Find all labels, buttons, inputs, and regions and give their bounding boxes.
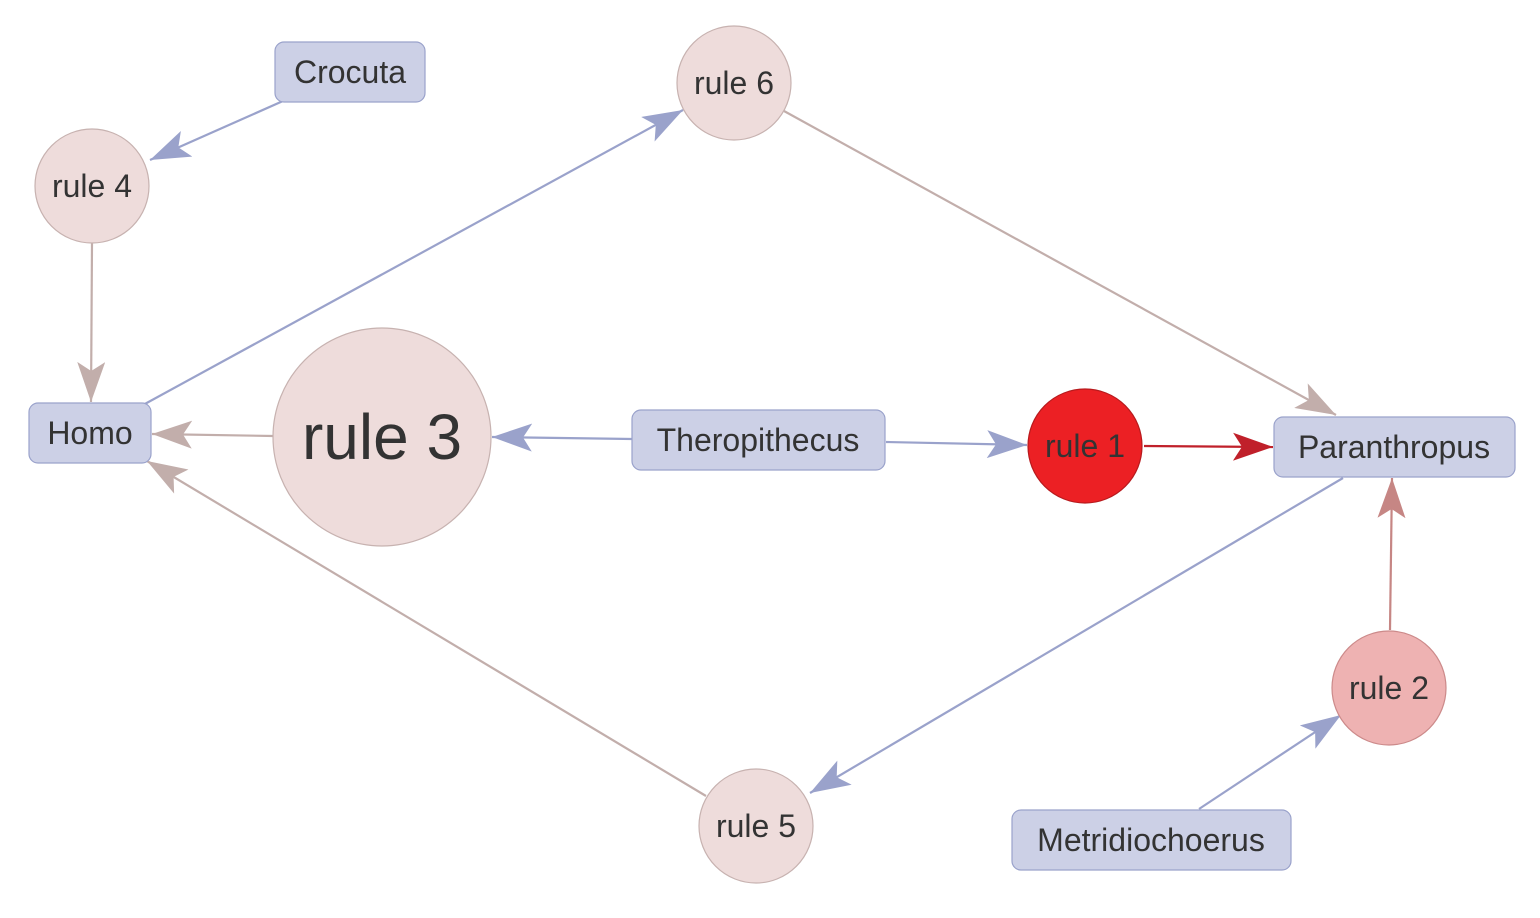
node-metridiochoerus[interactable]: Metridiochoerus <box>1011 809 1292 871</box>
taxon-nodes: Crocuta Homo Theropithecus Paranthropus … <box>28 41 1516 871</box>
node-paranthropus[interactable]: Paranthropus <box>1273 416 1516 478</box>
rule-3-label: rule 3 <box>302 401 462 473</box>
homo-label: Homo <box>47 415 132 451</box>
node-crocuta[interactable]: Crocuta <box>274 41 426 103</box>
rule-5-circle <box>698 768 814 884</box>
rule-4-label: rule 4 <box>52 168 132 204</box>
rule-3-circle <box>272 327 492 547</box>
node-homo[interactable]: Homo <box>28 402 152 464</box>
edge-rule-4-to-homo <box>77 242 106 403</box>
crocuta-label: Crocuta <box>294 54 406 90</box>
node-rule-3[interactable]: rule 3 <box>272 327 492 547</box>
homo-box <box>28 402 152 464</box>
edge-rule-2-to-paranthropus <box>1377 477 1406 631</box>
rule-nodes: rule 6 rule 4 rule 3 rule 1 rule 2 rule … <box>34 25 1447 884</box>
crocuta-box <box>274 41 426 103</box>
theropithecus-box <box>631 409 886 471</box>
edge-theropithecus-to-rule-1 <box>885 430 1028 459</box>
node-rule-6[interactable]: rule 6 <box>676 25 792 141</box>
edge-paranthropus-to-rule-5 <box>809 477 1344 794</box>
edge-rule-3-to-homo <box>151 420 274 449</box>
node-rule-4[interactable]: rule 4 <box>34 128 150 244</box>
rule-6-circle <box>676 25 792 141</box>
node-rule-5[interactable]: rule 5 <box>698 768 814 884</box>
edge-rule-5-to-homo <box>146 460 707 797</box>
metridiochoerus-box <box>1011 809 1292 871</box>
rule-2-label: rule 2 <box>1349 670 1429 706</box>
node-rule-2[interactable]: rule 2 <box>1331 630 1447 746</box>
edge-theropithecus-to-rule-3 <box>491 423 633 452</box>
paranthropus-label: Paranthropus <box>1298 429 1490 465</box>
edges <box>77 99 1406 810</box>
theropithecus-label: Theropithecus <box>657 422 860 458</box>
edge-homo-to-rule-6 <box>142 109 684 406</box>
rule-5-label: rule 5 <box>716 808 796 844</box>
rule-1-circle <box>1027 388 1143 504</box>
rule-6-label: rule 6 <box>694 65 774 101</box>
edge-crocuta-to-rule-4 <box>149 99 284 162</box>
edge-rule-1-to-paranthropus <box>1143 432 1274 461</box>
edge-rule-6-to-paranthropus <box>783 110 1337 416</box>
rule-4-circle <box>34 128 150 244</box>
rule-2-circle <box>1331 630 1447 746</box>
paranthropus-box <box>1273 416 1516 478</box>
node-rule-1[interactable]: rule 1 <box>1027 388 1143 504</box>
metridiochoerus-label: Metridiochoerus <box>1037 822 1265 858</box>
edge-metridiochoerus-to-rule-2 <box>1198 714 1342 810</box>
rule-1-label: rule 1 <box>1045 428 1125 464</box>
node-theropithecus[interactable]: Theropithecus <box>631 409 886 471</box>
